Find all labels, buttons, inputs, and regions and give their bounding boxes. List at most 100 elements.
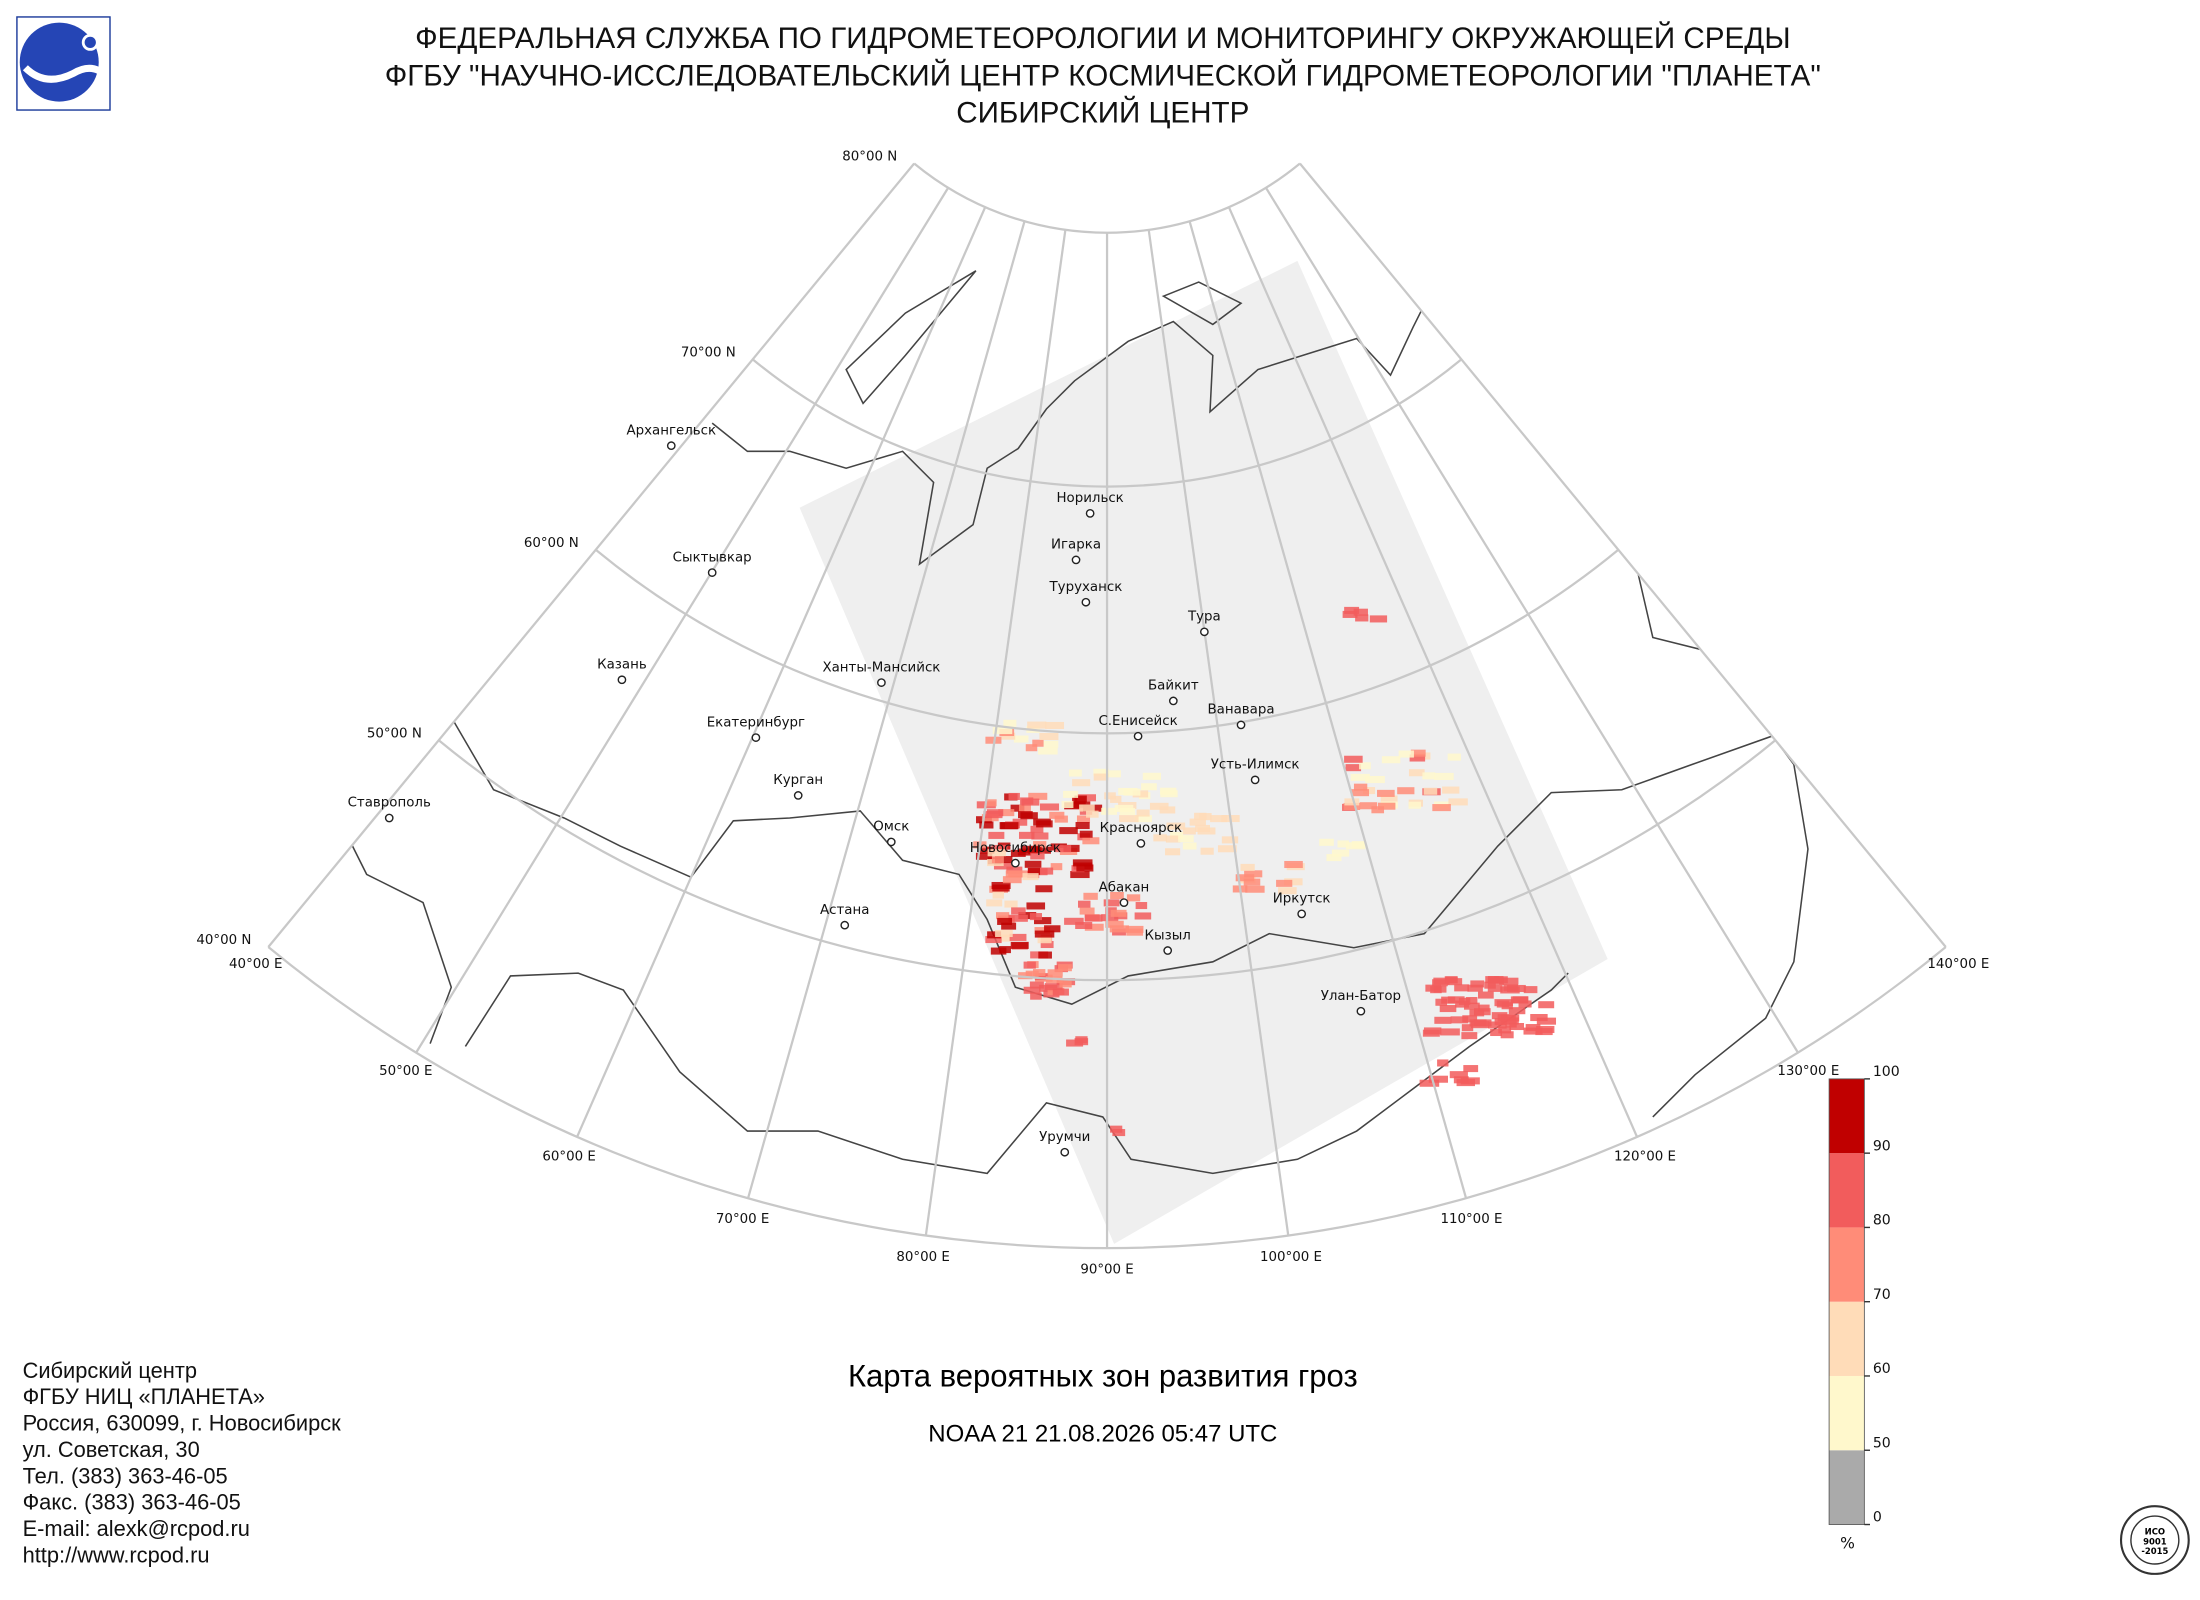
city-label: Абакан [1099,879,1150,895]
zone-cell [1001,922,1017,930]
zone-cell [1478,991,1494,999]
zone-cell [1047,969,1063,977]
zone-cell [1050,863,1063,871]
zone-cell [1433,977,1450,985]
lon-label: 120°00 E [1614,1150,1676,1165]
zone-cell [1441,996,1456,1004]
zone-cell [1135,902,1148,910]
zone-cell [1093,768,1109,776]
zone-cell [1068,769,1082,777]
zone-cell [1422,772,1436,780]
meridian [746,220,1026,1199]
zone-cell [1178,835,1194,843]
zone-cell [1018,831,1035,839]
zone-cell [1462,1015,1478,1023]
zone-cell [1136,809,1150,817]
zone-cell [1043,740,1059,748]
zone-cell [1025,744,1038,752]
zone-cell [1010,804,1025,812]
zone-cell [1153,834,1167,842]
zone-cell [985,799,997,807]
zone-cell [1142,772,1162,780]
zone-cell [1434,772,1454,780]
zone-cell [1072,779,1091,787]
header-line: ФЕДЕРАЛЬНАЯ СЛУЖБА ПО ГИДРОМЕТЕОРОЛОГИИ … [415,21,1790,55]
zone-cell [1022,873,1039,881]
zone-cell [1040,867,1054,875]
colorbar-tick-label: 60 [1873,1361,1891,1377]
zone-cell [1344,606,1360,614]
zone-cell [1369,615,1388,623]
zone-cell [1381,756,1401,764]
colorbar-segment [1829,1153,1865,1228]
zone-cell [1110,909,1127,917]
zone-cell [988,831,1005,839]
parallel [913,162,1301,234]
city-label: Сыктывкар [673,550,752,565]
zone-cell [1499,977,1519,985]
city-dot [1085,508,1095,518]
meridian [267,162,916,948]
zone-cell [1034,846,1051,854]
city-dot [751,733,761,742]
satellite-swath [799,260,1608,1244]
zone-cell [1165,848,1181,856]
zone-cell [1351,841,1365,849]
lon-label: 110°00 E [1440,1212,1502,1227]
zone-cell [1460,1077,1480,1085]
zone-cell [1523,986,1538,994]
zone-cell [1075,821,1090,830]
zone-cell [1084,914,1103,922]
meridian [1188,220,1468,1199]
zone-cell [1397,787,1415,795]
meridian [1264,187,1799,1054]
footer-line: E-mail: alexk@rcpod.ru [23,1516,250,1541]
zone-cell [1189,818,1206,826]
zone-cell [1425,984,1441,992]
city-label: Омск [873,820,909,835]
city-label: Тура [1187,610,1221,625]
zone-cell [1008,792,1020,800]
zone-cell [1074,795,1087,803]
header: ФЕДЕРАЛЬНАЯ СЛУЖБА ПО ГИДРОМЕТЕОРОЛОГИИ … [385,21,1821,130]
zone-cell [999,934,1012,942]
zone-cell [1538,1001,1555,1009]
zone-cell [1331,849,1350,857]
zone-cell [1474,1008,1491,1016]
zone-cell [979,846,995,854]
zone-cell [1344,755,1363,763]
zone-cell [1423,787,1438,795]
zone-cell [1353,783,1368,791]
colorbar-tick-label: 90 [1873,1138,1891,1154]
zone-cell [1110,1125,1123,1133]
zone-cell [1380,795,1398,803]
zone-cell [1078,900,1091,908]
zone-cell [1006,866,1023,874]
zone-cell [1409,754,1426,762]
zone-cell [1503,984,1518,992]
city-label: Ванавара [1207,703,1274,718]
zone-cell [1508,1007,1526,1015]
zone-cell [995,929,1013,938]
zone-cell [1125,925,1144,933]
zone-cell [1103,899,1120,907]
city-dot [1011,858,1020,868]
zone-cell [1119,807,1136,816]
zone-cell [1170,831,1184,840]
zone-cell [1023,986,1041,994]
zone-cell [1455,1000,1470,1008]
zone-cell [1102,770,1121,778]
city-dot [384,813,394,823]
meridian [576,206,987,1138]
zone-cell [1244,870,1263,878]
city-dot [1163,946,1173,955]
zone-cell [1054,815,1068,823]
zone-cell [975,852,993,860]
lon-label: 40°00 E [229,957,282,972]
zone-cell [1076,864,1094,872]
zone-cell [1345,764,1362,772]
zone-cell [991,844,1008,852]
city-dot [1071,555,1081,565]
